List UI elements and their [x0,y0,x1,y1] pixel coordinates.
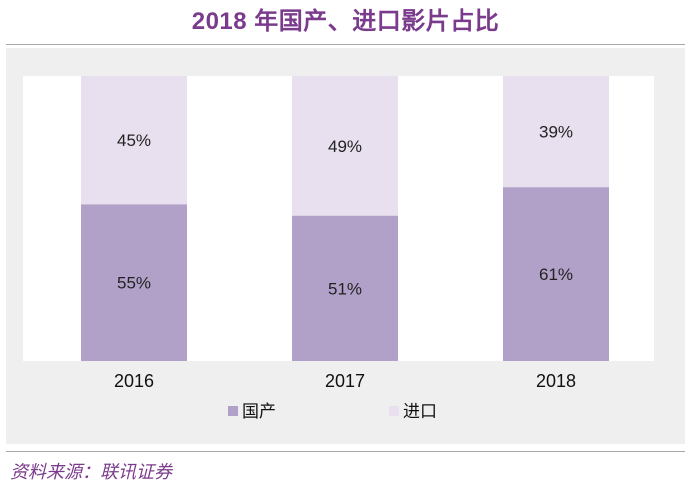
data-label-imported-2017: 49% [328,137,362,156]
bar-domestic-2017 [292,215,398,361]
stacked-bar-chart: 55% 45% 2016 51% 49% 2017 61% 39% 2018 国产 进口 [23,76,654,422]
source-note: 资料来源：联讯证券 [10,462,172,483]
data-label-imported-2016: 45% [117,131,151,150]
bar-domestic-2018 [503,187,609,361]
x-tick-label-2018: 2018 [536,371,576,391]
data-label-domestic-2016: 55% [117,274,151,293]
data-label-imported-2018: 39% [539,123,573,142]
bottom-rule [6,451,685,452]
legend-label-imported: 进口 [403,402,437,422]
x-tick-label-2017: 2017 [325,371,365,391]
legend-swatch-imported [389,406,399,416]
top-rule [6,44,685,45]
legend-swatch-domestic [228,406,238,416]
data-label-domestic-2018: 61% [539,265,573,284]
x-tick-label-2016: 2016 [114,371,154,391]
chart-frame: 55% 45% 2016 51% 49% 2017 61% 39% 2018 国产 进口 [6,48,685,444]
data-label-domestic-2017: 51% [328,279,362,298]
legend-label-domestic: 国产 [242,402,276,422]
bar-domestic-2016 [81,204,187,361]
chart-title: 2018 年国产、进口影片占比 [191,8,500,35]
bar-imported-2018 [503,76,609,188]
bar-imported-2016 [81,76,187,205]
bar-imported-2017 [292,76,398,216]
